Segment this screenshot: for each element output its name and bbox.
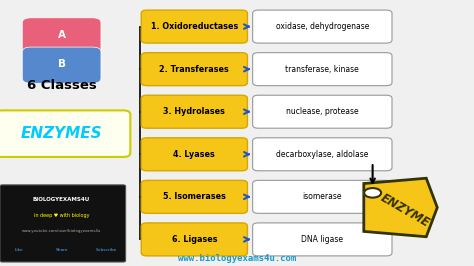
- Text: ENZYME: ENZYME: [378, 191, 432, 230]
- FancyBboxPatch shape: [253, 53, 392, 86]
- FancyBboxPatch shape: [141, 53, 247, 86]
- Text: in deep ♥ with biology: in deep ♥ with biology: [34, 214, 90, 218]
- Text: www.biologyexams4u.com: www.biologyexams4u.com: [178, 254, 296, 263]
- FancyBboxPatch shape: [253, 10, 392, 43]
- FancyBboxPatch shape: [22, 47, 101, 83]
- Text: BIOLOGYEXAMS4U: BIOLOGYEXAMS4U: [33, 197, 90, 202]
- Polygon shape: [364, 178, 437, 237]
- FancyBboxPatch shape: [141, 10, 247, 43]
- Text: transferase, kinase: transferase, kinase: [285, 65, 359, 74]
- Text: nuclease, protease: nuclease, protease: [286, 107, 359, 116]
- Circle shape: [364, 188, 381, 198]
- Text: 3. Hydrolases: 3. Hydrolases: [164, 107, 225, 116]
- Text: DNA ligase: DNA ligase: [301, 235, 343, 244]
- Text: decarboxylase, aldolase: decarboxylase, aldolase: [276, 150, 368, 159]
- Text: oxidase, dehydrogenase: oxidase, dehydrogenase: [276, 22, 369, 31]
- Text: ENZYMES: ENZYMES: [21, 126, 102, 140]
- FancyBboxPatch shape: [141, 180, 247, 213]
- Text: A: A: [58, 30, 65, 40]
- Text: isomerase: isomerase: [302, 192, 342, 201]
- Text: Subscribe: Subscribe: [96, 247, 118, 252]
- Text: 5. Isomerases: 5. Isomerases: [163, 192, 226, 201]
- FancyBboxPatch shape: [253, 95, 392, 128]
- Text: Like: Like: [15, 247, 23, 252]
- FancyBboxPatch shape: [141, 223, 247, 256]
- FancyBboxPatch shape: [141, 95, 247, 128]
- FancyBboxPatch shape: [253, 138, 392, 171]
- FancyBboxPatch shape: [22, 18, 101, 54]
- FancyBboxPatch shape: [253, 180, 392, 213]
- Text: 6 Classes: 6 Classes: [27, 79, 97, 92]
- Text: B: B: [58, 59, 65, 69]
- FancyBboxPatch shape: [253, 223, 392, 256]
- Text: Share: Share: [55, 247, 68, 252]
- Text: 2. Transferases: 2. Transferases: [159, 65, 229, 74]
- FancyBboxPatch shape: [0, 110, 130, 157]
- Text: 1. Oxidoreductases: 1. Oxidoreductases: [151, 22, 238, 31]
- Text: 4. Lyases: 4. Lyases: [173, 150, 215, 159]
- Text: 6. Ligases: 6. Ligases: [172, 235, 217, 244]
- FancyBboxPatch shape: [0, 185, 126, 262]
- Text: www.youtube.com/user/biologyexams4u: www.youtube.com/user/biologyexams4u: [22, 229, 101, 233]
- FancyBboxPatch shape: [141, 138, 247, 171]
